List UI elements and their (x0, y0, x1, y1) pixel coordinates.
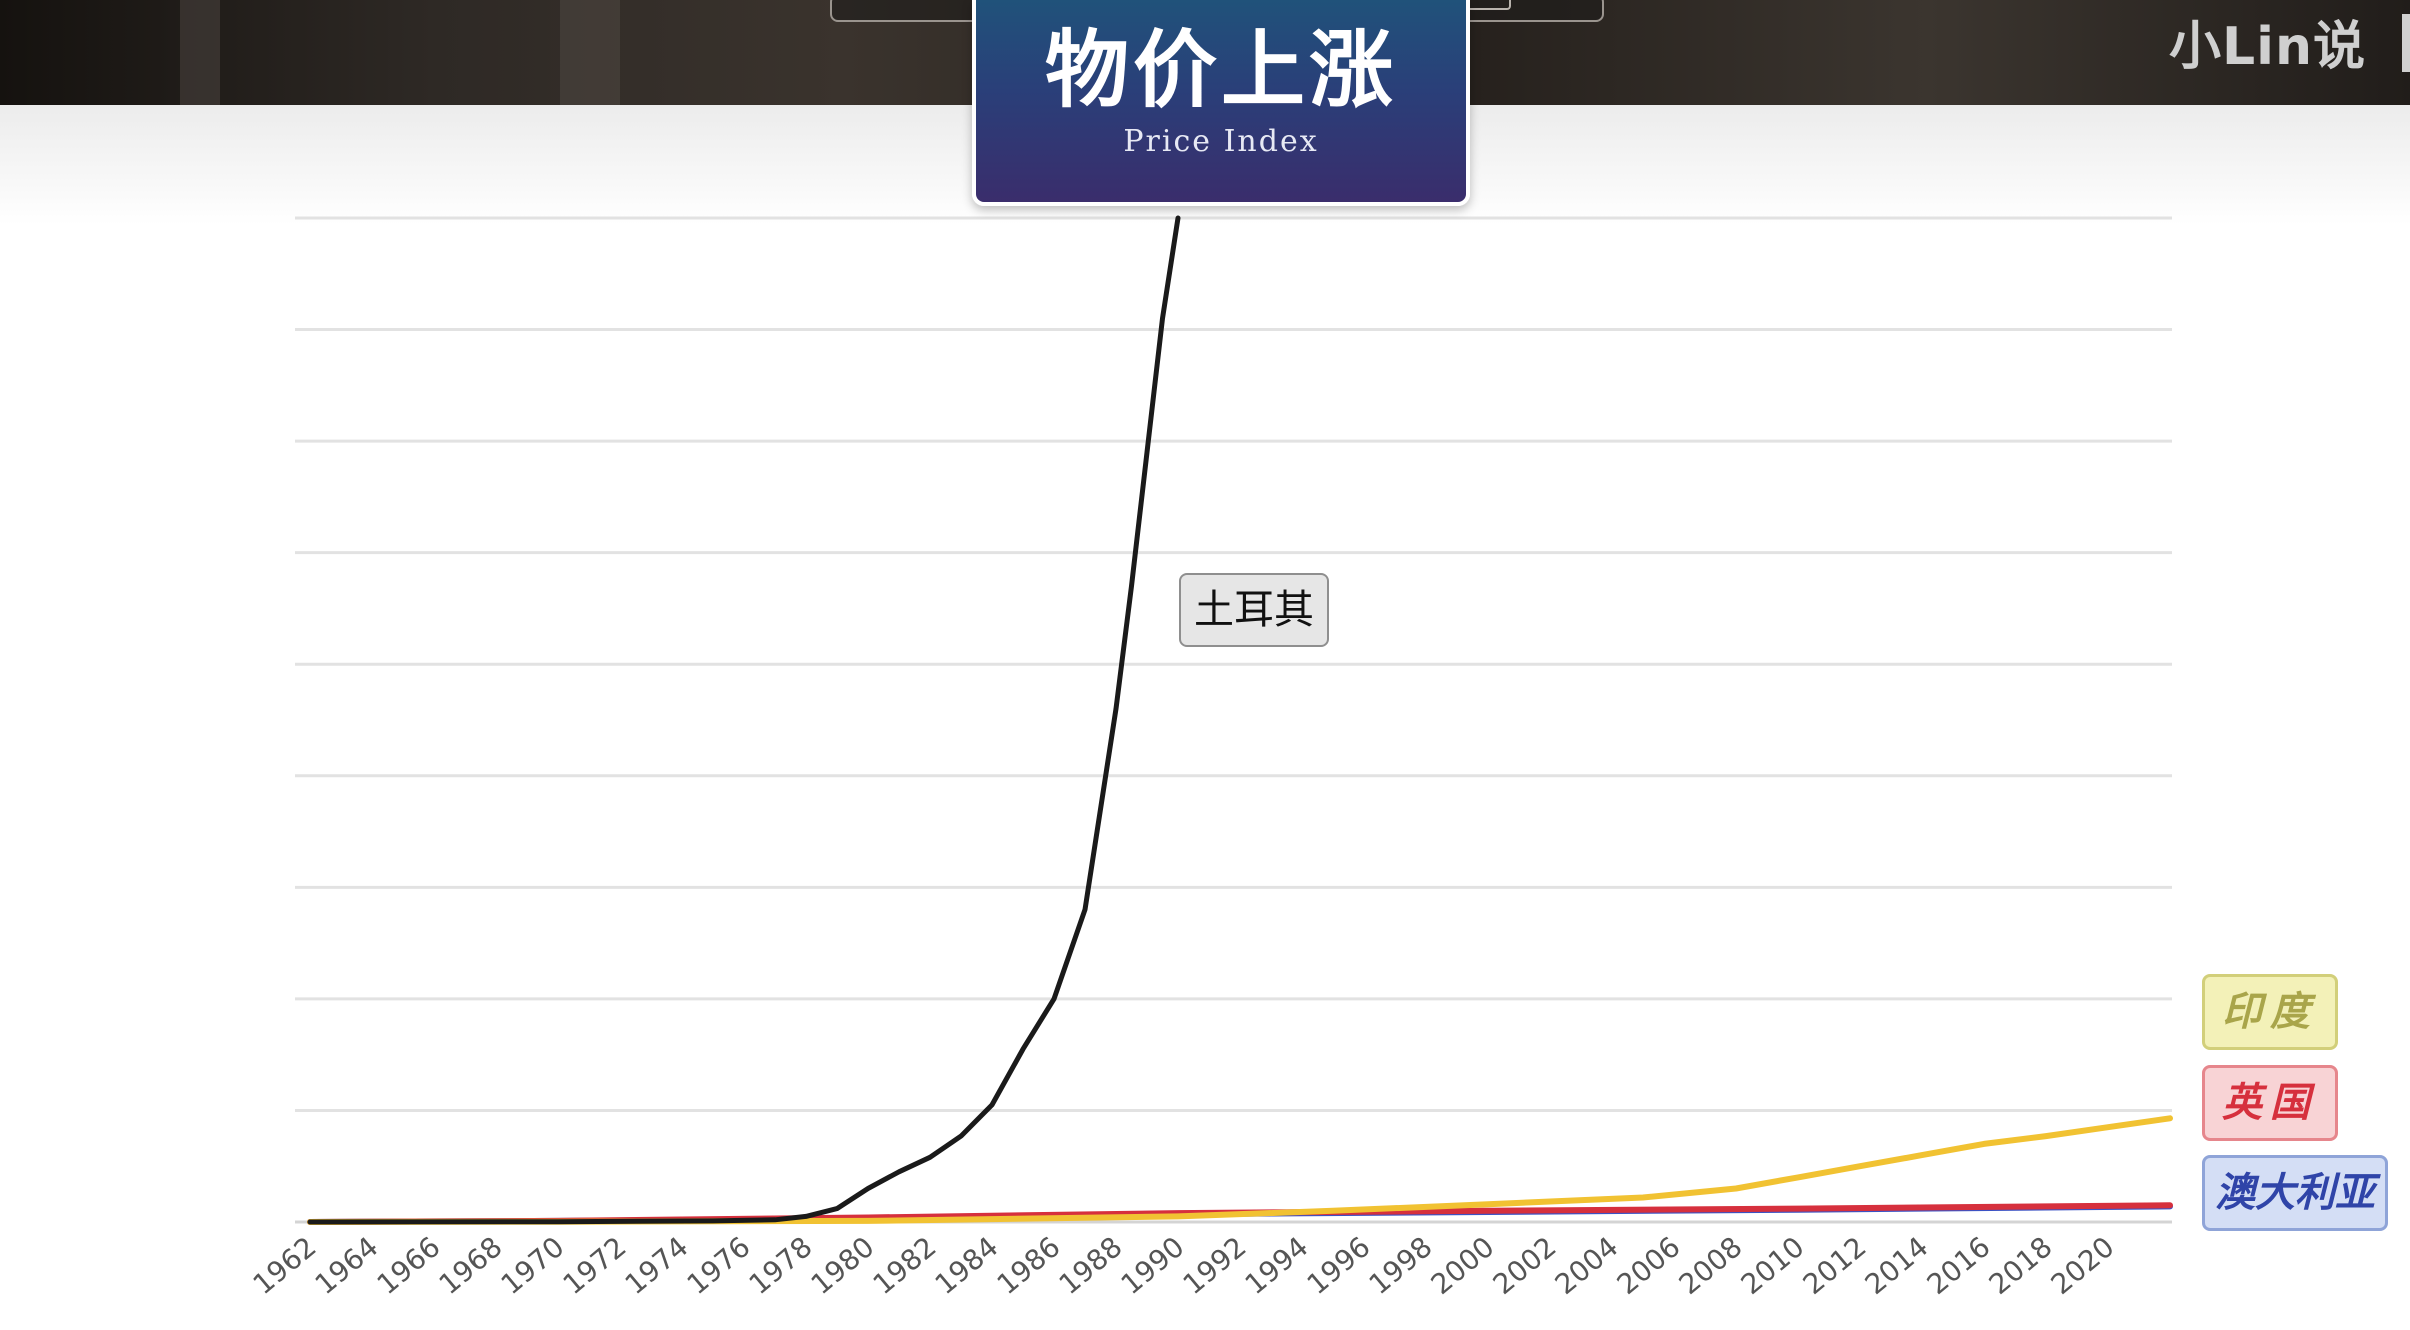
series-label-uk: 英国 (2202, 1065, 2338, 1141)
x-tick-label: 1982 (867, 1230, 943, 1301)
x-tick-label: 1978 (743, 1230, 819, 1301)
title-card-sub: Price Index (1123, 124, 1319, 159)
watermark-logo: 小Lin说 (2169, 17, 2366, 77)
series-label-turkey: 土耳其 (1179, 573, 1329, 647)
x-tick-label: 1980 (805, 1230, 881, 1301)
x-tick-label: 1968 (433, 1230, 509, 1301)
x-tick-label: 2000 (1425, 1230, 1501, 1301)
x-tick-label: 1970 (495, 1230, 571, 1301)
background-pillar (560, 0, 620, 105)
x-tick-label: 1992 (1177, 1230, 1253, 1301)
x-tick-label: 1966 (371, 1230, 447, 1301)
x-tick-label: 1998 (1363, 1230, 1439, 1301)
x-tick-label: 2012 (1797, 1230, 1873, 1301)
title-card-main: 物价上涨 (1044, 21, 1397, 119)
x-tick-label: 1996 (1301, 1230, 1377, 1301)
x-tick-label: 2008 (1673, 1230, 1749, 1301)
x-tick-label: 1964 (309, 1230, 385, 1301)
x-tick-label: 2014 (1859, 1230, 1935, 1301)
series-label-india: 印度 (2202, 974, 2338, 1050)
x-tick-label: 1974 (619, 1230, 695, 1301)
x-tick-label: 1990 (1115, 1230, 1191, 1301)
series-label-australia: 澳大利亚 (2202, 1155, 2388, 1231)
x-tick-label: 2020 (2045, 1230, 2121, 1301)
x-tick-label: 2016 (1921, 1230, 1997, 1301)
watermark-bar (2402, 14, 2410, 72)
x-tick-label: 1962 (247, 1230, 323, 1301)
background-pillar (180, 0, 220, 105)
chart-gridlines (295, 216, 2172, 1224)
x-tick-label: 2004 (1549, 1230, 1625, 1301)
x-tick-label: 2010 (1735, 1230, 1811, 1301)
series-line-turkey (307, 215, 1181, 1225)
title-card: 物价上涨 Price Index (972, 0, 1470, 206)
x-tick-label: 1984 (929, 1230, 1005, 1301)
chart-x-tick-labels: 1962196419661968197019721974197619781980… (247, 1230, 2121, 1301)
x-tick-label: 2002 (1487, 1230, 1563, 1301)
series-line-india (307, 1115, 2173, 1225)
x-tick-label: 1986 (991, 1230, 1067, 1301)
x-tick-label: 1972 (557, 1230, 633, 1301)
x-tick-label: 2006 (1611, 1230, 1687, 1301)
x-tick-label: 1988 (1053, 1230, 1129, 1301)
x-tick-label: 1994 (1239, 1230, 1315, 1301)
x-tick-label: 2018 (1983, 1230, 2059, 1301)
chart-series-lines (307, 215, 2173, 1225)
x-tick-label: 1976 (681, 1230, 757, 1301)
